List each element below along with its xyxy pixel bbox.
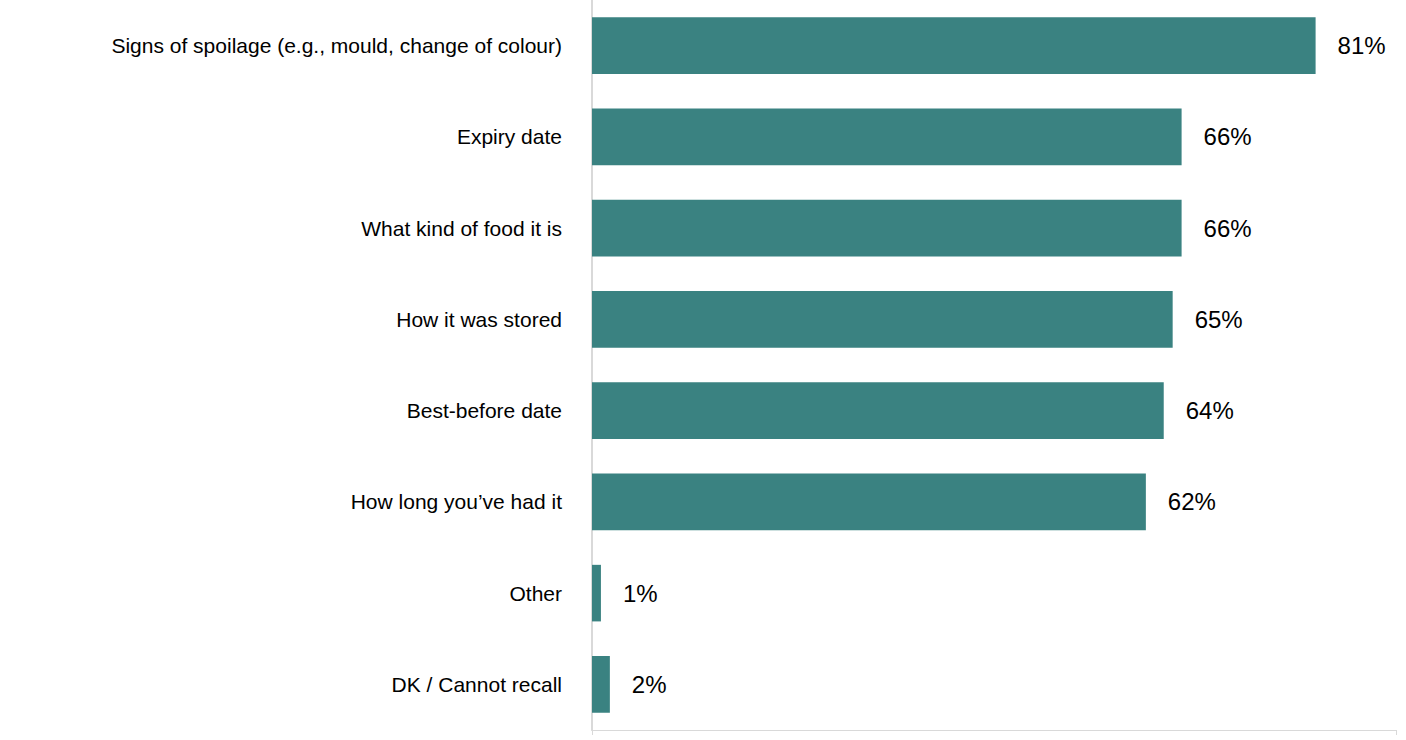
svg-text:DK / Cannot recall: DK / Cannot recall [392, 673, 562, 696]
svg-text:How long you’ve had it: How long you’ve had it [351, 490, 562, 513]
svg-text:81%: 81% [1338, 32, 1386, 59]
svg-text:66%: 66% [1204, 215, 1252, 242]
svg-text:62%: 62% [1168, 488, 1216, 515]
svg-text:65%: 65% [1195, 306, 1243, 333]
svg-text:What kind of food it is: What kind of food it is [361, 217, 562, 240]
svg-text:Other: Other [509, 582, 562, 605]
svg-text:1%: 1% [623, 580, 658, 607]
svg-text:Signs of spoilage (e.g., mould: Signs of spoilage (e.g., mould, change o… [111, 34, 562, 57]
svg-text:Expiry date: Expiry date [457, 125, 562, 148]
svg-text:64%: 64% [1186, 397, 1234, 424]
svg-text:2%: 2% [632, 671, 667, 698]
svg-text:Best-before date: Best-before date [407, 399, 562, 422]
svg-text:66%: 66% [1204, 123, 1252, 150]
svg-text:How it was stored: How it was stored [396, 308, 562, 331]
